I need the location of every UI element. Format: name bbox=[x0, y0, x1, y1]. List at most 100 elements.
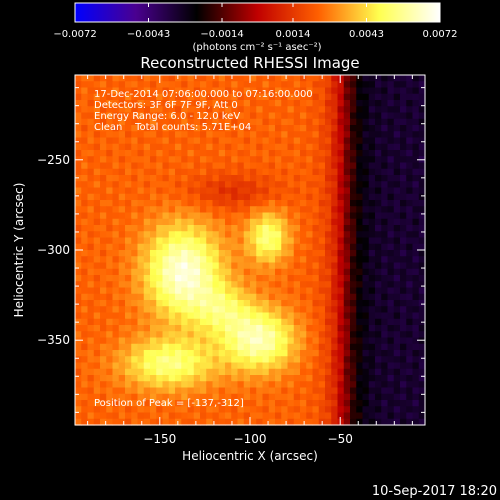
image-pixel bbox=[193, 162, 201, 170]
image-pixel bbox=[175, 412, 182, 420]
image-pixel bbox=[393, 381, 401, 389]
image-pixel bbox=[150, 131, 157, 139]
image-pixel bbox=[200, 418, 207, 426]
image-pixel bbox=[275, 387, 282, 395]
image-pixel bbox=[300, 168, 307, 176]
image-pixel bbox=[268, 75, 276, 82]
image-pixel bbox=[131, 400, 139, 407]
image-pixel bbox=[143, 362, 151, 370]
image-pixel bbox=[281, 181, 289, 189]
image-pixel bbox=[362, 100, 370, 107]
image-pixel bbox=[156, 368, 164, 376]
image-pixel bbox=[75, 243, 82, 251]
image-pixel bbox=[125, 356, 132, 364]
image-pixel bbox=[393, 125, 401, 132]
image-pixel bbox=[112, 325, 120, 332]
image-pixel bbox=[112, 312, 120, 320]
image-pixel bbox=[312, 218, 320, 226]
image-pixel bbox=[275, 218, 282, 226]
image-pixel bbox=[206, 156, 214, 164]
image-pixel bbox=[231, 237, 239, 245]
image-pixel bbox=[193, 362, 201, 370]
image-pixel bbox=[406, 275, 414, 282]
image-pixel bbox=[343, 281, 351, 289]
image-pixel bbox=[93, 300, 101, 307]
image-pixel bbox=[231, 256, 239, 264]
image-pixel bbox=[162, 225, 170, 232]
image-pixel bbox=[343, 225, 351, 232]
image-pixel bbox=[125, 268, 132, 276]
image-pixel bbox=[81, 162, 89, 170]
image-pixel bbox=[118, 275, 126, 282]
image-pixel bbox=[387, 243, 395, 251]
image-pixel bbox=[300, 206, 307, 214]
image-pixel bbox=[218, 75, 226, 82]
image-pixel bbox=[406, 337, 414, 345]
image-pixel bbox=[387, 343, 395, 351]
image-pixel bbox=[406, 400, 414, 407]
image-pixel bbox=[387, 387, 395, 395]
image-pixel bbox=[118, 318, 126, 326]
image-pixel bbox=[118, 118, 126, 126]
image-pixel bbox=[306, 112, 314, 120]
image-pixel bbox=[393, 331, 401, 339]
image-pixel bbox=[375, 225, 382, 232]
image-pixel bbox=[125, 387, 132, 395]
image-pixel bbox=[218, 218, 226, 226]
image-pixel bbox=[268, 156, 276, 164]
image-pixel bbox=[287, 381, 295, 389]
image-pixel bbox=[400, 200, 407, 207]
image-pixel bbox=[112, 306, 120, 314]
image-pixel bbox=[81, 93, 89, 101]
image-pixel bbox=[393, 212, 401, 220]
image-pixel bbox=[75, 406, 82, 414]
image-pixel bbox=[325, 162, 332, 170]
image-pixel bbox=[325, 400, 332, 407]
image-pixel bbox=[187, 393, 195, 401]
image-pixel bbox=[293, 250, 301, 257]
image-pixel bbox=[106, 262, 114, 270]
image-pixel bbox=[362, 156, 370, 164]
image-pixel bbox=[325, 256, 332, 264]
image-pixel bbox=[337, 312, 345, 320]
image-pixel bbox=[93, 143, 101, 151]
image-pixel bbox=[356, 156, 364, 164]
image-pixel bbox=[231, 93, 239, 101]
image-pixel bbox=[350, 350, 357, 357]
image-pixel bbox=[375, 362, 382, 370]
image-pixel bbox=[306, 350, 314, 357]
image-pixel bbox=[356, 112, 364, 120]
image-pixel bbox=[75, 93, 82, 101]
image-pixel bbox=[412, 350, 420, 357]
image-pixel bbox=[375, 275, 382, 282]
image-pixel bbox=[256, 268, 264, 276]
image-pixel bbox=[362, 181, 370, 189]
image-pixel bbox=[362, 112, 370, 120]
image-pixel bbox=[168, 406, 176, 414]
image-pixel bbox=[212, 231, 220, 239]
image-pixel bbox=[81, 143, 89, 151]
image-pixel bbox=[356, 293, 364, 301]
image-pixel bbox=[143, 156, 151, 164]
image-pixel bbox=[218, 275, 226, 282]
image-pixel bbox=[393, 200, 401, 207]
image-pixel bbox=[412, 243, 420, 251]
image-pixel bbox=[243, 112, 251, 120]
image-pixel bbox=[287, 231, 295, 239]
image-pixel bbox=[143, 187, 151, 195]
image-pixel bbox=[118, 175, 126, 182]
image-pixel bbox=[275, 281, 282, 289]
image-pixel bbox=[212, 362, 220, 370]
image-pixel bbox=[93, 337, 101, 345]
image-pixel bbox=[187, 218, 195, 226]
image-pixel bbox=[387, 87, 395, 95]
image-pixel bbox=[387, 400, 395, 407]
image-pixel bbox=[381, 312, 389, 320]
image-pixel bbox=[387, 112, 395, 120]
image-pixel bbox=[187, 131, 195, 139]
image-pixel bbox=[212, 300, 220, 307]
image-pixel bbox=[156, 137, 164, 145]
image-pixel bbox=[200, 162, 207, 170]
image-pixel bbox=[125, 118, 132, 126]
image-pixel bbox=[137, 212, 145, 220]
